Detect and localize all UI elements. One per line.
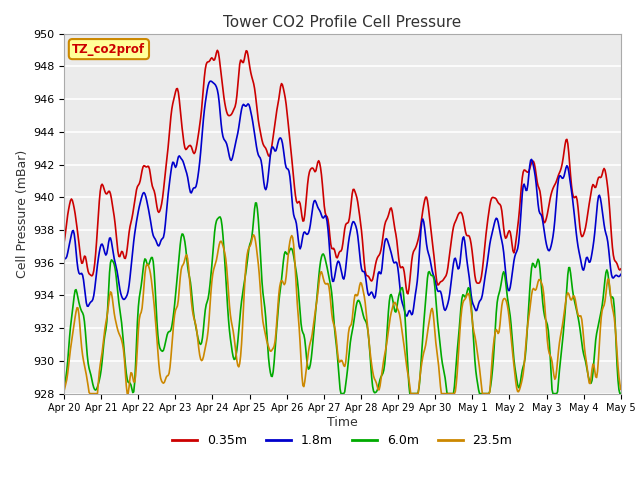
1.8m	[60, 257, 68, 263]
1.8m	[207, 78, 214, 84]
23.5m	[159, 380, 167, 386]
23.5m	[250, 232, 257, 238]
X-axis label: Time: Time	[327, 416, 358, 429]
0.35m	[481, 240, 489, 246]
Title: Tower CO2 Profile Cell Pressure: Tower CO2 Profile Cell Pressure	[223, 15, 461, 30]
1.8m	[481, 274, 489, 279]
Y-axis label: Cell Pressure (mBar): Cell Pressure (mBar)	[16, 149, 29, 278]
0.35m	[404, 291, 412, 297]
6.0m	[481, 391, 489, 396]
0.35m	[159, 195, 166, 201]
6.0m	[337, 391, 345, 396]
1.8m	[389, 258, 397, 264]
23.5m	[390, 300, 398, 306]
0.35m	[204, 60, 211, 65]
23.5m	[204, 328, 212, 334]
23.5m	[481, 391, 489, 396]
6.0m	[434, 319, 442, 325]
1.8m	[434, 288, 442, 294]
0.35m	[60, 240, 68, 246]
0.35m	[313, 164, 321, 169]
0.35m	[617, 266, 625, 272]
Line: 1.8m: 1.8m	[64, 81, 621, 316]
6.0m	[390, 304, 398, 310]
1.8m	[313, 202, 321, 207]
Text: TZ_co2prof: TZ_co2prof	[72, 43, 145, 56]
23.5m	[314, 291, 322, 297]
23.5m	[434, 354, 442, 360]
6.0m	[617, 391, 625, 396]
Legend: 0.35m, 1.8m, 6.0m, 23.5m: 0.35m, 1.8m, 6.0m, 23.5m	[167, 429, 518, 452]
1.8m	[159, 236, 166, 241]
Line: 23.5m: 23.5m	[64, 235, 621, 394]
6.0m	[159, 348, 166, 354]
Line: 6.0m: 6.0m	[64, 203, 621, 394]
0.35m	[389, 215, 397, 220]
1.8m	[204, 87, 211, 93]
23.5m	[86, 391, 94, 396]
Line: 0.35m: 0.35m	[64, 50, 621, 294]
6.0m	[204, 299, 211, 305]
6.0m	[252, 200, 259, 206]
1.8m	[617, 272, 625, 277]
23.5m	[617, 386, 625, 392]
0.35m	[434, 282, 442, 288]
6.0m	[60, 385, 68, 391]
23.5m	[60, 388, 68, 394]
6.0m	[313, 296, 321, 301]
1.8m	[403, 313, 411, 319]
0.35m	[214, 48, 221, 53]
